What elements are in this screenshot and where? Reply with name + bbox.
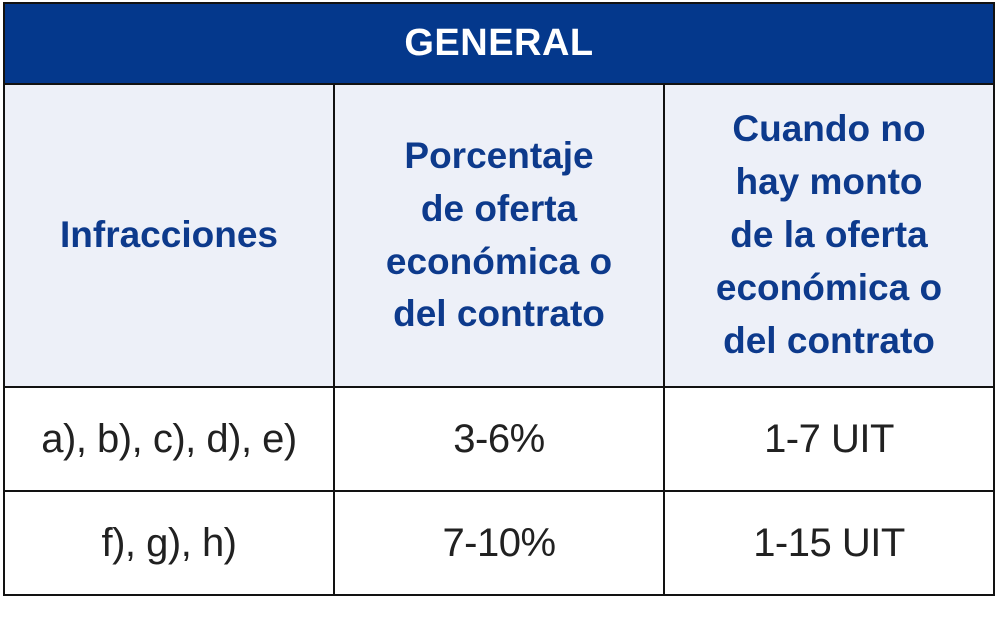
cell-row1-porcentaje: 3-6% — [333, 386, 665, 492]
cell-row1-uit: 1-7 UIT — [663, 386, 995, 492]
column-header-cuando-no-hay-monto: Cuando no hay monto de la oferta económi… — [663, 83, 995, 388]
cell-row1-infracciones: a), b), c), d), e) — [3, 386, 335, 492]
column-header-porcentaje-oferta: Porcentaje de oferta económica o del con… — [333, 83, 665, 388]
column-header-infracciones: Infracciones — [3, 83, 335, 388]
table-header-row: Infracciones Porcentaje de oferta económ… — [3, 83, 995, 388]
cell-row2-porcentaje: 7-10% — [333, 490, 665, 596]
table-row: a), b), c), d), e) 3-6% 1-7 UIT — [3, 386, 995, 492]
cell-row2-uit: 1-15 UIT — [663, 490, 995, 596]
general-sanctions-table: GENERAL Infracciones Porcentaje de ofert… — [3, 2, 995, 596]
table-title-row: GENERAL — [3, 2, 995, 85]
cell-row2-infracciones: f), g), h) — [3, 490, 335, 596]
table-row: f), g), h) 7-10% 1-15 UIT — [3, 490, 995, 596]
table-title: GENERAL — [3, 2, 995, 85]
